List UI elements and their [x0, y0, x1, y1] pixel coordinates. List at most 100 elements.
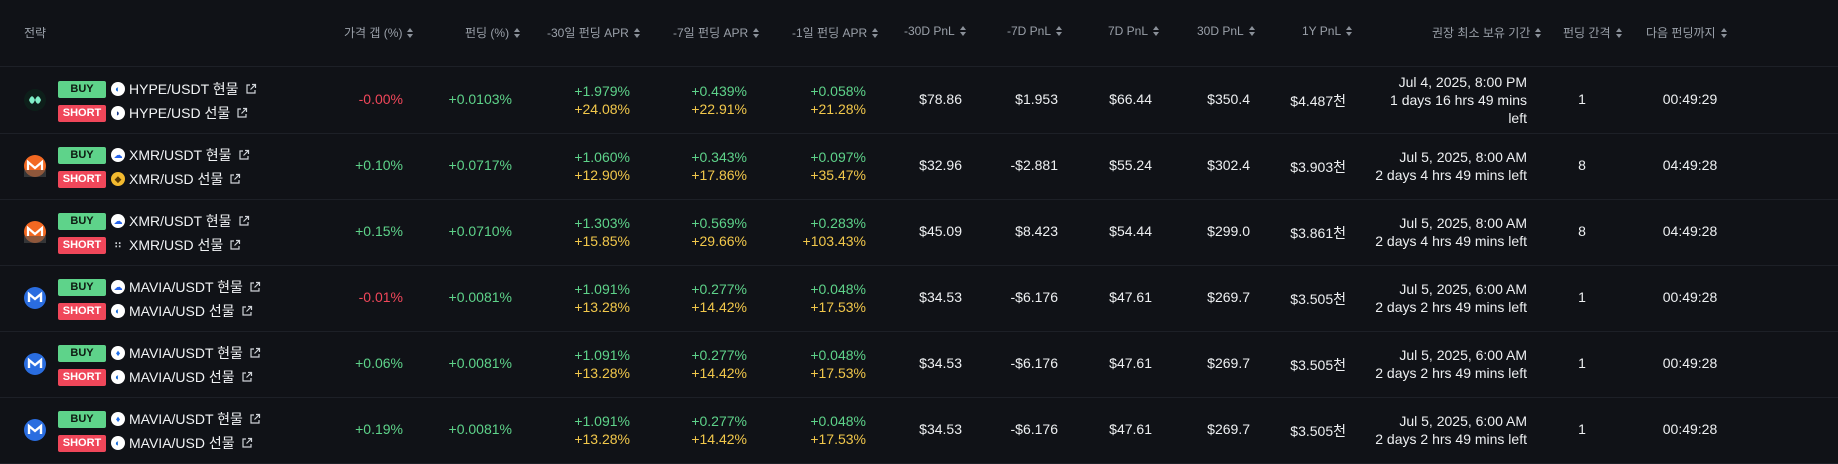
buy-pair-link[interactable]: MAVIA/USDT 현물: [129, 345, 243, 361]
apr-1d-annual: +17.53%: [810, 365, 866, 381]
hold-until-date: Jul 5, 2025, 8:00 AM: [1399, 215, 1527, 231]
hold-until-date: Jul 5, 2025, 6:00 AM: [1399, 413, 1527, 429]
hold-until-date: Jul 5, 2025, 6:00 AM: [1399, 281, 1527, 297]
header-pnl-30d[interactable]: 30D PnL: [1197, 24, 1255, 38]
apr-7d-cell: +0.569% +29.66%: [691, 214, 747, 250]
funding-interval-value: 1: [1578, 91, 1586, 107]
apr-1d-annual: +103.43%: [802, 233, 866, 249]
header-min-hold[interactable]: 권장 최소 보유 기간: [1432, 24, 1542, 41]
apr-30d-annual: +15.85%: [574, 233, 630, 249]
price-gap-value: +0.15%: [355, 223, 403, 239]
sort-icon: [1248, 25, 1255, 37]
header-strategy: 전략: [24, 26, 47, 40]
sort-icon: [1346, 25, 1353, 37]
short-pair-link[interactable]: XMR/USD 선물: [129, 171, 224, 187]
pnl-1y-value: $3.505천: [1290, 291, 1346, 307]
funding-interval-value: 1: [1578, 289, 1586, 305]
exchange-a-icon: ◐: [111, 370, 129, 384]
short-pair-link[interactable]: HYPE/USD 선물: [129, 105, 231, 121]
header-pnl-7d[interactable]: 7D PnL: [1108, 24, 1160, 38]
apr-1d-cell: +0.048% +17.53%: [810, 280, 866, 316]
external-link-icon[interactable]: [245, 83, 257, 95]
min-hold-cell: Jul 5, 2025, 6:00 AM 2 days 2 hrs 49 mins…: [1375, 280, 1527, 316]
buy-pair-link[interactable]: XMR/USDT 현물: [129, 213, 232, 229]
short-pair-link[interactable]: MAVIA/USD 선물: [129, 435, 235, 451]
header-apr-7d[interactable]: -7일 펀딩 APR: [673, 24, 760, 41]
short-badge: SHORT: [58, 170, 106, 188]
buy-pair-link[interactable]: MAVIA/USDT 현물: [129, 411, 243, 427]
apr-30d-annual: +12.90%: [574, 167, 630, 183]
pnl-minus-7d-value: $1.953: [1015, 91, 1058, 107]
external-link-icon[interactable]: [238, 149, 250, 161]
header-pnl-minus-7d[interactable]: -7D PnL: [1007, 24, 1063, 38]
buy-pair-link[interactable]: HYPE/USDT 현물: [129, 81, 239, 97]
apr-1d-cell: +0.058% +21.28%: [810, 82, 866, 118]
price-gap-value: +0.06%: [355, 355, 403, 371]
table-row[interactable]: BUY ☁ XMR/USDT 현물 SHORT ∷ XMR/USD 선물 +0.15% +0.…: [0, 199, 1838, 266]
next-funding-countdown: 00:49:28: [1662, 289, 1718, 305]
apr-7d-rate: +0.439%: [691, 83, 747, 99]
apr-7d-rate: +0.277%: [691, 281, 747, 297]
funding-value: +0.0081%: [448, 289, 512, 305]
header-next-funding[interactable]: 다음 펀딩까지: [1646, 24, 1727, 41]
exchange-a-icon: ◐: [111, 304, 129, 318]
external-link-icon[interactable]: [241, 437, 253, 449]
table-row[interactable]: BUY ♦ MAVIA/USDT 현물 SHORT ◐ MAVIA/USD 선물 +0.19…: [0, 397, 1838, 464]
external-link-icon[interactable]: [236, 107, 248, 119]
table-row[interactable]: BUY ☁ XMR/USDT 현물 SHORT ◆ XMR/USD 선물 +0.10% +0.…: [0, 133, 1838, 200]
buy-leg: BUY ◐ HYPE/USDT 현물: [58, 79, 257, 99]
buy-badge: BUY: [58, 80, 106, 98]
funding-arbitrage-table: 전략 가격 갭 (%) 펀딩 (%) -30일 펀딩 APR -7일 펀딩 AP…: [0, 24, 1838, 464]
pnl-minus-7d-value: $8.423: [1015, 223, 1058, 239]
short-badge: SHORT: [58, 368, 106, 386]
pnl-7d-value: $47.61: [1109, 289, 1152, 305]
table-row[interactable]: BUY ♦ MAVIA/USDT 현물 SHORT ◐ MAVIA/USD 선물 +0.06…: [0, 331, 1838, 398]
pnl-1y-value: $4.487천: [1290, 93, 1346, 109]
external-link-icon[interactable]: [229, 239, 241, 251]
exchange-a-icon: ◐: [111, 82, 129, 96]
apr-30d-annual: +13.28%: [574, 365, 630, 381]
pnl-7d-value: $47.61: [1109, 421, 1152, 437]
buy-badge: BUY: [58, 146, 106, 164]
hold-until-date: Jul 5, 2025, 6:00 AM: [1399, 347, 1527, 363]
header-funding-interval[interactable]: 펀딩 간격: [1563, 24, 1622, 41]
header-funding[interactable]: 펀딩 (%): [465, 24, 521, 41]
apr-1d-cell: +0.048% +17.53%: [810, 346, 866, 382]
apr-1d-rate: +0.283%: [810, 215, 866, 231]
pnl-minus-30d-value: $34.53: [919, 355, 962, 371]
apr-1d-rate: +0.097%: [810, 149, 866, 165]
buy-pair-link[interactable]: XMR/USDT 현물: [129, 147, 232, 163]
short-pair-link[interactable]: MAVIA/USD 선물: [129, 369, 235, 385]
buy-pair-link[interactable]: MAVIA/USDT 현물: [129, 279, 243, 295]
short-pair-link[interactable]: MAVIA/USD 선물: [129, 303, 235, 319]
pnl-30d-value: $350.4: [1207, 91, 1250, 107]
short-leg: SHORT ◐ MAVIA/USD 선물: [58, 367, 261, 387]
strategy-legs: BUY ♦ MAVIA/USDT 현물 SHORT ◐ MAVIA/USD 선물: [58, 343, 261, 391]
external-link-icon[interactable]: [238, 215, 250, 227]
pnl-30d-value: $269.7: [1207, 289, 1250, 305]
hold-remaining: 2 days 2 hrs 49 mins left: [1375, 431, 1527, 447]
hype-icon: [24, 89, 46, 111]
table-row[interactable]: BUY ☁ MAVIA/USDT 현물 SHORT ◐ MAVIA/USD 선물 -0.01…: [0, 265, 1838, 332]
external-link-icon[interactable]: [249, 347, 261, 359]
apr-30d-cell: +1.091% +13.28%: [574, 412, 630, 448]
header-pnl-minus-30d[interactable]: -30D PnL: [904, 24, 966, 38]
header-pnl-1y[interactable]: 1Y PnL: [1302, 24, 1353, 38]
external-link-icon[interactable]: [241, 371, 253, 383]
buy-leg: BUY ♦ MAVIA/USDT 현물: [58, 343, 261, 363]
table-row[interactable]: BUY ◐ HYPE/USDT 현물 SHORT ◗ HYPE/USD 선물 -0.00% +…: [0, 67, 1838, 134]
header-price-gap[interactable]: 가격 갭 (%): [344, 24, 414, 41]
external-link-icon[interactable]: [229, 173, 241, 185]
sort-icon: [753, 27, 760, 39]
apr-30d-rate: +1.091%: [574, 281, 630, 297]
external-link-icon[interactable]: [241, 305, 253, 317]
header-apr-1d[interactable]: -1일 펀딩 APR: [792, 24, 879, 41]
pnl-minus-7d-value: -$6.176: [1010, 355, 1058, 371]
header-apr-30d[interactable]: -30일 펀딩 APR: [547, 24, 640, 41]
external-link-icon[interactable]: [249, 281, 261, 293]
apr-1d-annual: +17.53%: [810, 299, 866, 315]
buy-badge: BUY: [58, 278, 106, 296]
apr-30d-annual: +13.28%: [574, 431, 630, 447]
short-pair-link[interactable]: XMR/USD 선물: [129, 237, 224, 253]
external-link-icon[interactable]: [249, 413, 261, 425]
